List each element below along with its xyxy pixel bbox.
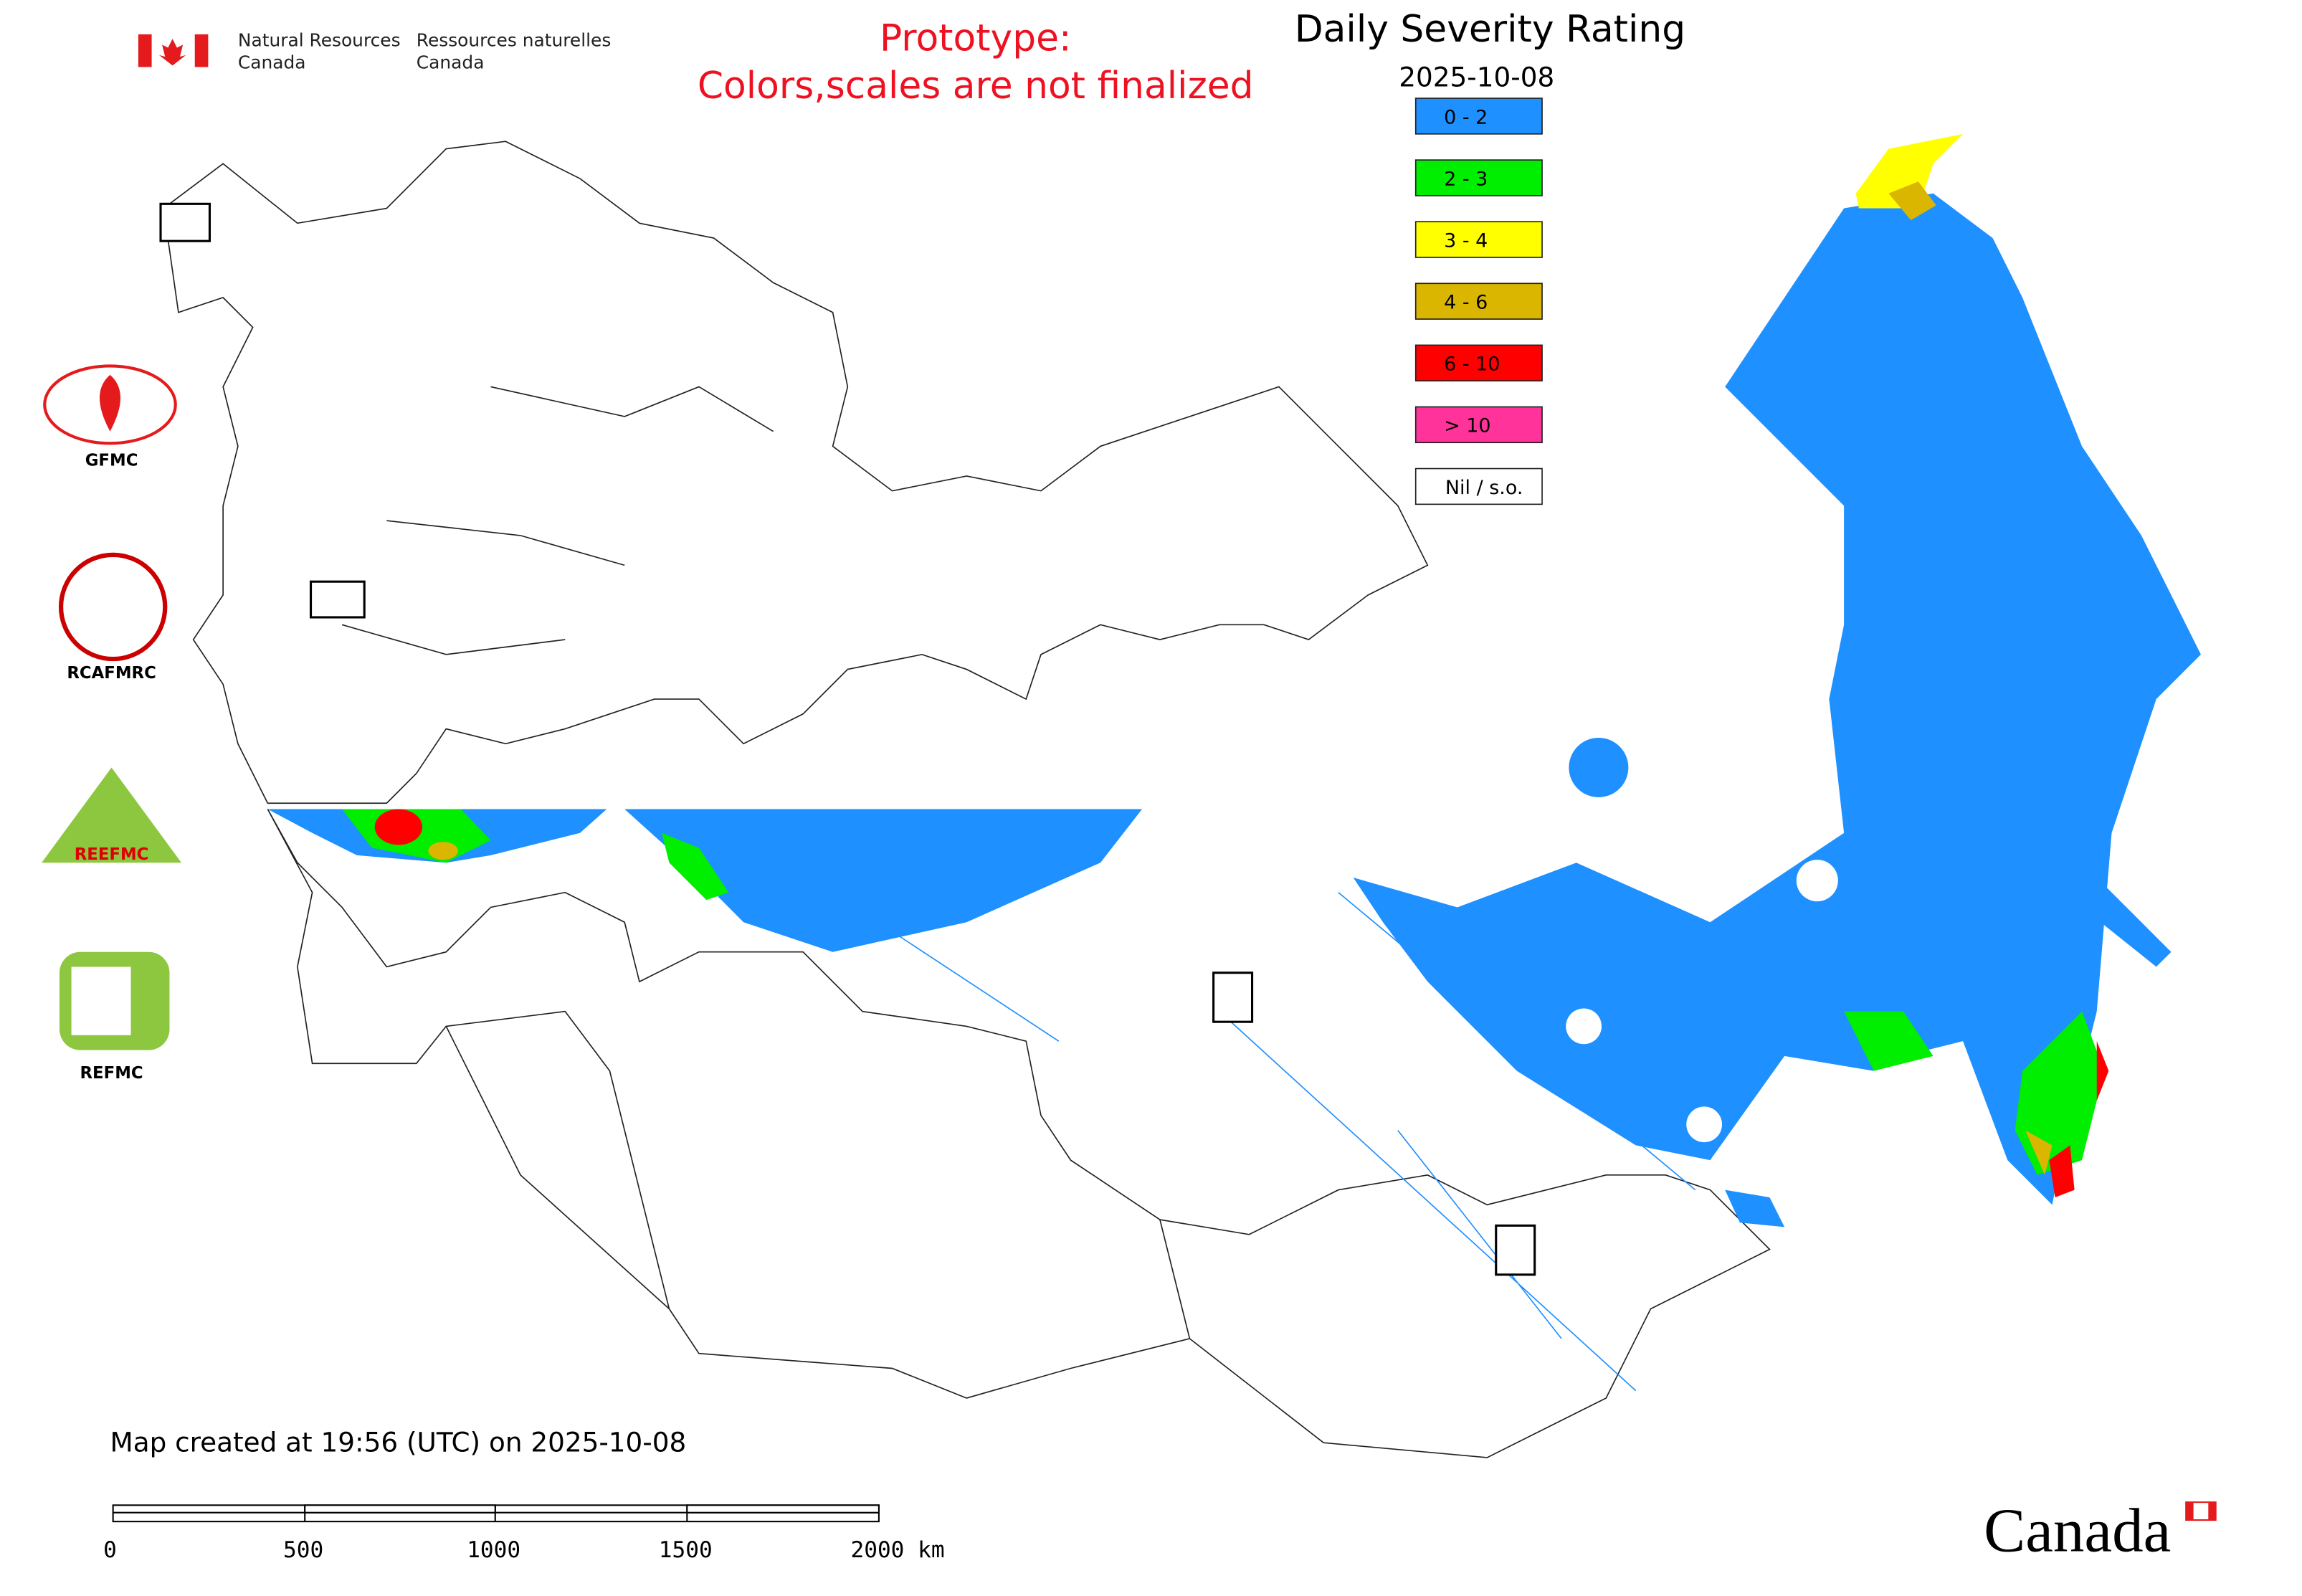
severity-areas bbox=[267, 133, 2201, 1392]
map-logo-markers bbox=[159, 202, 1536, 1276]
logo-icons bbox=[42, 364, 182, 1050]
scale-label: 1500 bbox=[659, 1537, 713, 1563]
notice: Colors,scales are not finalized bbox=[698, 65, 1254, 108]
created-note: Map created at 19:56 (UTC) on 2025-10-08 bbox=[110, 1427, 686, 1458]
scale-bar bbox=[112, 1504, 880, 1523]
legend-swatch bbox=[1414, 159, 1543, 196]
logo-label: GFMC bbox=[85, 451, 138, 470]
legend-date: 2025-10-08 bbox=[1399, 61, 1554, 92]
legend-swatch bbox=[1414, 221, 1543, 258]
logo-label: RCAFMRC bbox=[67, 664, 156, 683]
legend-label: 4 - 6 bbox=[1444, 292, 1488, 314]
legend-swatch bbox=[1414, 344, 1543, 381]
legend-swatch bbox=[1414, 282, 1543, 320]
notice: Prototype: bbox=[880, 17, 1072, 60]
agency-fr: Canada bbox=[417, 52, 485, 73]
legend-title: Daily Severity Rating bbox=[1295, 8, 1685, 51]
agency-fr: Ressources naturelles bbox=[417, 29, 612, 50]
legend-label: 2 - 3 bbox=[1444, 168, 1488, 190]
legend-label: 6 - 10 bbox=[1444, 353, 1500, 376]
legend-label: 0 - 2 bbox=[1444, 106, 1488, 128]
canada-flag bbox=[138, 34, 209, 67]
legend-swatch bbox=[1414, 98, 1543, 135]
scale-label: 500 bbox=[283, 1537, 323, 1563]
canada-wordmark-flag bbox=[2185, 1501, 2217, 1521]
agency-en: Canada bbox=[238, 52, 306, 73]
legend-swatch bbox=[1414, 467, 1543, 505]
scale-label: 1000 bbox=[467, 1537, 520, 1563]
legend-label: 3 - 4 bbox=[1444, 229, 1488, 252]
logo-label: REEFMC bbox=[75, 845, 149, 864]
scale-label: 0 bbox=[103, 1537, 117, 1563]
land-outlines bbox=[163, 141, 1771, 1458]
logo-label: REFMC bbox=[80, 1064, 143, 1083]
legend-label: Nil / s.o. bbox=[1445, 477, 1523, 499]
legend-label: > 10 bbox=[1444, 415, 1490, 437]
scale-label: 2000 km bbox=[850, 1537, 944, 1563]
agency-en: Natural Resources bbox=[238, 29, 401, 50]
canada-wordmark: Canada bbox=[1984, 1496, 2171, 1565]
legend-swatch bbox=[1414, 406, 1543, 444]
